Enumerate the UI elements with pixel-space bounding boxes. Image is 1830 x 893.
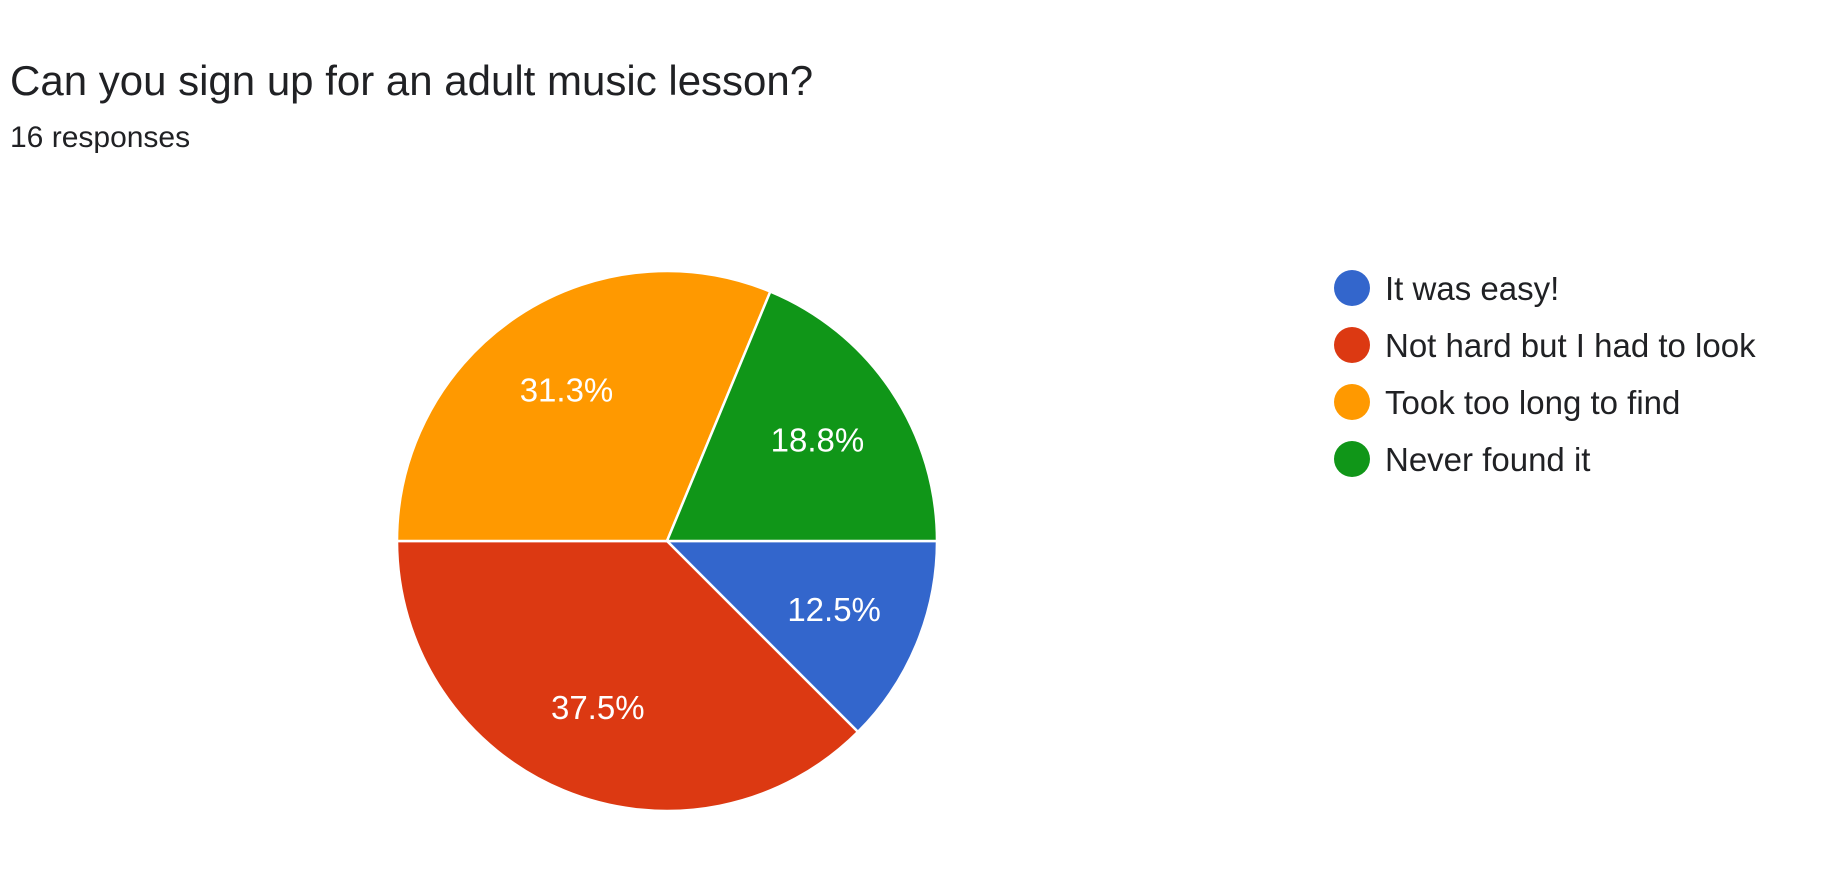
pie-slice-1 bbox=[395, 539, 860, 813]
pie-slice-label-0: 12.5% bbox=[787, 591, 881, 628]
pie-slice-label-2: 31.3% bbox=[520, 372, 614, 409]
legend-swatch-1 bbox=[1334, 327, 1370, 363]
response-count: 16 responses bbox=[10, 121, 191, 154]
legend-label-1: Not hard but I had to look bbox=[1385, 327, 1756, 364]
pie-slice-2 bbox=[395, 269, 772, 543]
chart-legend: It was easy! Not hard but I had to look To… bbox=[1334, 270, 1756, 478]
pie-slice-label-1: 37.5% bbox=[551, 689, 645, 726]
legend-label-0: It was easy! bbox=[1385, 270, 1559, 307]
legend-item-3: Never found it bbox=[1334, 441, 1590, 478]
legend-item-2: Took too long to find bbox=[1334, 384, 1680, 421]
pie-slice-3 bbox=[665, 289, 939, 543]
pie-slice-0 bbox=[663, 539, 939, 734]
legend-item-0: It was easy! bbox=[1334, 270, 1559, 307]
legend-label-2: Took too long to find bbox=[1385, 384, 1680, 421]
pie-slice-label-3: 18.8% bbox=[771, 421, 865, 458]
chart-title: Can you sign up for an adult music lesso… bbox=[10, 57, 814, 104]
pie-slice-labels: 12.5% 37.5% 31.3% 18.8% bbox=[520, 372, 881, 727]
legend-swatch-2 bbox=[1334, 384, 1370, 420]
pie-slices bbox=[395, 269, 939, 813]
chart-header: Can you sign up for an adult music lesso… bbox=[10, 56, 813, 156]
legend-label-3: Never found it bbox=[1385, 441, 1590, 478]
legend-swatch-3 bbox=[1334, 441, 1370, 477]
legend-item-1: Not hard but I had to look bbox=[1334, 327, 1756, 364]
legend-swatch-0 bbox=[1334, 270, 1370, 306]
